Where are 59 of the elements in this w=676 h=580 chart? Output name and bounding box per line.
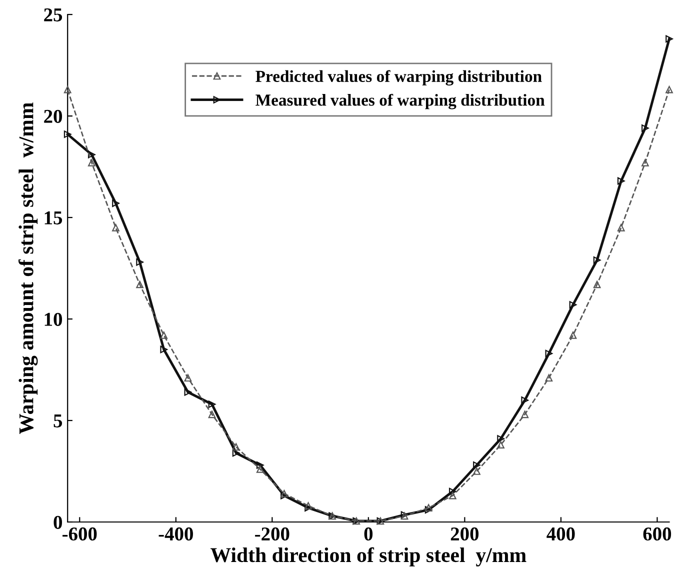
point	[497, 441, 504, 449]
point	[521, 410, 529, 418]
point	[497, 435, 504, 442]
point	[521, 396, 529, 404]
point	[641, 159, 649, 166]
x-axis-title: Width direction of strip steel y/mm	[210, 547, 526, 566]
point	[545, 350, 553, 358]
y-tick-label: 0	[54, 516, 62, 529]
x-tick-label: 0	[364, 527, 373, 541]
point	[208, 410, 216, 418]
x-tick-label: -200	[255, 527, 290, 541]
legend-label: Measured values of warping distribution	[256, 94, 545, 110]
x-tick-label: -400	[158, 527, 193, 541]
point	[617, 224, 625, 232]
point	[64, 130, 72, 138]
point	[473, 461, 480, 469]
point	[136, 280, 144, 288]
point	[448, 492, 456, 500]
point	[160, 346, 168, 354]
point	[160, 332, 168, 339]
point	[256, 466, 264, 473]
x-tick-label: 200	[450, 527, 479, 541]
point	[617, 177, 625, 185]
y-tick-label: 5	[54, 414, 62, 428]
y-tick-label: 15	[44, 211, 62, 224]
x-tick-label: 400	[546, 527, 575, 541]
point	[280, 490, 288, 498]
point	[666, 86, 673, 94]
point	[473, 468, 480, 475]
legend-label: Predicted values of warping distribution	[256, 70, 542, 86]
point	[641, 124, 649, 132]
point	[88, 159, 96, 166]
point	[64, 86, 72, 94]
point	[448, 488, 456, 496]
y-tick-label: 20	[44, 110, 62, 123]
y-tick-label: 10	[44, 312, 62, 326]
point	[569, 332, 577, 339]
x-tick-label: 600	[643, 527, 672, 541]
point	[304, 502, 312, 510]
point	[232, 443, 240, 451]
point	[256, 461, 264, 469]
point	[593, 280, 601, 288]
x-tick-label: -600	[62, 527, 97, 541]
point	[424, 506, 432, 514]
point	[545, 374, 553, 382]
point	[208, 400, 216, 408]
point	[112, 224, 120, 232]
point	[184, 374, 192, 382]
point	[593, 256, 601, 264]
point	[112, 200, 120, 207]
point	[136, 258, 144, 266]
point	[88, 150, 96, 158]
point	[424, 504, 432, 512]
point	[184, 388, 192, 396]
y-tick-label: 25	[44, 8, 62, 22]
point	[232, 449, 240, 457]
point	[569, 301, 577, 308]
y-axis-title: Warping amount of strip steel w/mm	[18, 102, 38, 434]
point	[666, 35, 673, 43]
